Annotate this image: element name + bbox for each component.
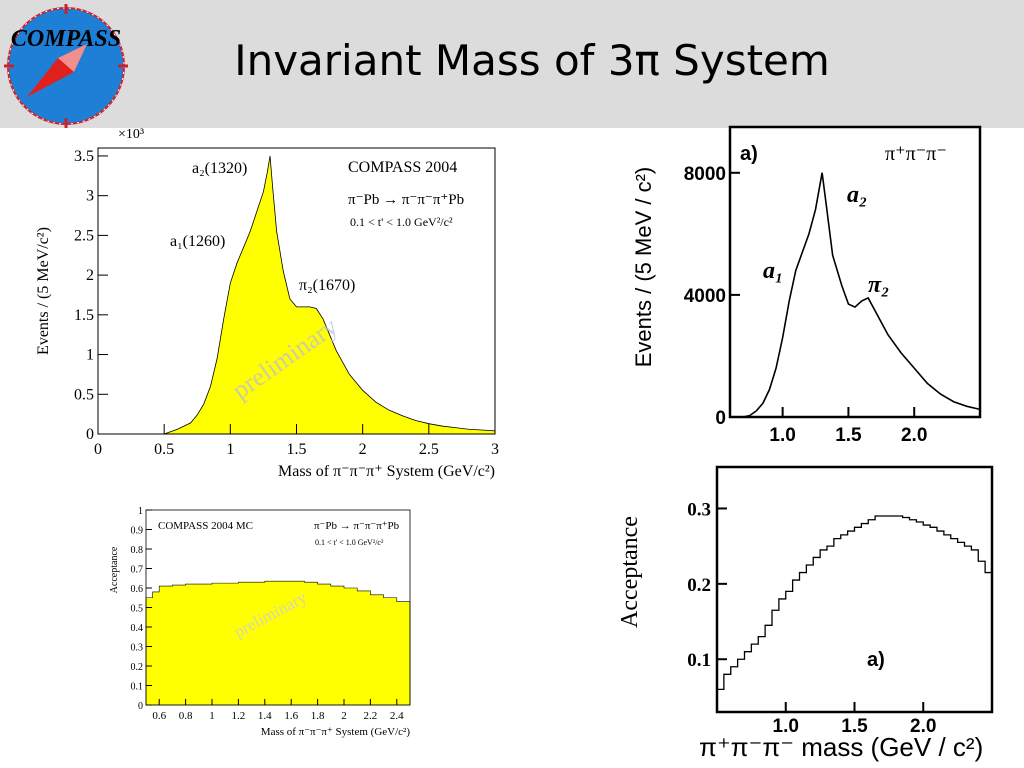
x-tick-label: 1.0: [773, 716, 799, 737]
x-tick-label: 0.6: [152, 710, 166, 722]
annotation-pi2: π₂: [868, 272, 889, 298]
y-axis-label: Acceptance: [109, 546, 120, 593]
y-multiplier: ×10³: [118, 127, 144, 142]
x-tick-label: 1.5: [287, 441, 307, 458]
plot-frame: [728, 125, 982, 419]
plot-frame: [715, 465, 994, 714]
panel-label: a): [740, 143, 758, 165]
compass-logo: COMPASS: [4, 4, 128, 128]
acceptance-line: [717, 515, 993, 691]
y-tick-label: 2: [86, 267, 94, 284]
annotation-pi2: π₂(1670): [299, 277, 355, 294]
x-tick-label: 1.5: [835, 425, 862, 446]
x-tick-label: 1.0: [769, 425, 795, 446]
x-tick-label: 1.5: [841, 716, 868, 737]
y-axis-label: Events / (5 MeV / c²): [631, 167, 656, 368]
y-tick-label: 0.3: [131, 643, 144, 654]
y-tick-label: 1: [86, 347, 94, 364]
x-tick-label: 2.0: [901, 425, 927, 446]
chart-subtitle-cuts: 0.1 < t' < 1.0 GeV²/c²: [315, 538, 384, 547]
y-tick-label: 0.3: [687, 499, 711, 520]
x-tick-label: 1.4: [258, 710, 272, 722]
x-tick-label: 3: [491, 441, 499, 458]
x-tick-label: 0.8: [179, 710, 193, 722]
y-axis-label: Events / (5 MeV/c²): [35, 227, 52, 355]
y-tick-label: 0.6: [131, 584, 144, 595]
y-tick-label: 8000: [684, 164, 726, 185]
x-tick-label: 2.0: [910, 716, 936, 737]
x-tick-label: 2: [341, 710, 347, 722]
x-axis-label: Mass of π⁻π⁻π⁺ System (GeV/c²): [261, 726, 411, 738]
chart-title: COMPASS 2004 MC: [158, 520, 253, 532]
annotation-a1: a₁: [763, 258, 783, 284]
annotation-a2: a₂(1320): [192, 160, 247, 177]
y-tick-label: 0.7: [131, 565, 144, 576]
x-tick-label: 1.8: [311, 710, 325, 722]
y-tick-label: 4000: [684, 286, 726, 307]
chart-subtitle: π⁻Pb → π⁻π⁻π⁺Pb: [314, 520, 400, 532]
x-tick-label: 1.6: [284, 710, 298, 722]
y-tick-label: 3.5: [74, 148, 94, 165]
y-tick-label: 0: [715, 408, 726, 429]
y-tick-label: 1.5: [74, 307, 94, 324]
x-tick-label: 2: [359, 441, 367, 458]
y-tick-label: 2.5: [74, 227, 94, 244]
y-tick-label: 0.9: [131, 526, 144, 537]
x-axis-label: π⁺π⁻π⁻ mass (GeV / c²): [699, 732, 983, 762]
slide-title: Invariant Mass of 3π System: [234, 36, 830, 85]
x-tick-label: 2.4: [390, 710, 404, 722]
x-tick-label: 0: [94, 441, 102, 458]
y-tick-label: 3: [86, 188, 94, 205]
y-axis-label: Acceptance: [617, 516, 643, 628]
y-tick-label: 0.2: [687, 575, 711, 596]
y-tick-label: 0.2: [131, 662, 144, 673]
acceptance-mc-chart: 0.6 0.8 1 1.2 1.4 1.6 1.8 2 2.2 2.4 0 0.1 0.2 0.3 0.4 0…: [109, 506, 411, 738]
histogram-area: [164, 155, 496, 435]
chart-subtitle-cuts: 0.1 < t' < 1.0 GeV²/c²: [350, 215, 453, 229]
x-axis-label: Mass of π⁻π⁻π⁺ System (GeV/c²): [278, 463, 495, 480]
x-tick-label: 1: [209, 710, 215, 722]
reference-spectrum-chart: 1.0 1.5 2.0 0 4000 8000 Events / (5 MeV / c²) a…: [631, 125, 982, 446]
logo-text: COMPASS: [11, 26, 121, 52]
acceptance-area: [145, 580, 411, 706]
x-tick-label: 2.2: [364, 710, 378, 722]
y-tick-label: 0: [86, 426, 94, 443]
x-tick-label: 0.5: [154, 441, 174, 458]
panel-label: a): [867, 649, 885, 671]
y-tick-label: 0: [138, 701, 143, 712]
y-tick-label: 0.1: [687, 650, 711, 671]
annotation-a1: a₁(1260): [170, 233, 225, 250]
reference-acceptance-chart: 1.0 1.5 2.0 0.1 0.2 0.3 Acceptance π⁺π⁻π⁻ mass …: [617, 465, 994, 762]
y-tick-label: 0.4: [131, 623, 144, 634]
y-tick-label: 1: [138, 506, 143, 517]
annotation-a2: a₂: [847, 182, 867, 208]
chart-title: COMPASS 2004: [348, 159, 457, 176]
x-tick-label: 1: [226, 441, 234, 458]
x-tick-label: 2.5: [419, 441, 439, 458]
y-tick-label: 0.1: [131, 682, 144, 693]
mass-spectrum-chart: 0 0.5 1 1.5 2 2.5 3 0 0.5 1 1.5 2 2.5 3 3.5 ×10³ Mass of…: [35, 127, 499, 480]
y-tick-label: 0.5: [74, 386, 94, 403]
x-tick-label: 1.2: [232, 710, 246, 722]
y-tick-label: 0.5: [131, 604, 144, 615]
slide-header: [0, 0, 1024, 128]
chart-subtitle: π⁻Pb → π⁻π⁻π⁺Pb: [348, 192, 464, 208]
spectrum-line: [742, 172, 981, 418]
legend-label: π⁺π⁻π⁻: [885, 143, 947, 165]
y-tick-label: 0.8: [131, 545, 144, 556]
